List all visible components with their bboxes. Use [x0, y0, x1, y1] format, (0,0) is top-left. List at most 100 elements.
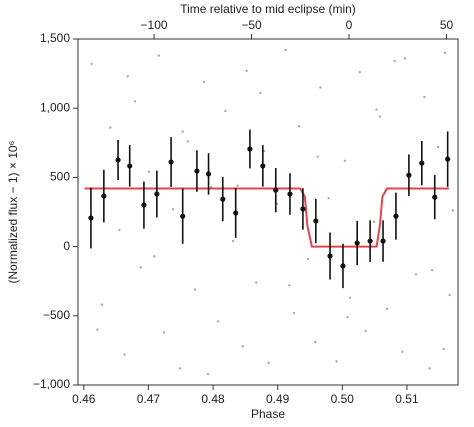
y-tick-label: 1,000: [40, 100, 70, 114]
data-point: [260, 163, 266, 169]
data-point: [445, 156, 451, 162]
background-point: [430, 268, 434, 272]
background-point: [139, 266, 142, 269]
data-point: [154, 191, 160, 197]
data-point: [205, 171, 212, 177]
y-tick-label: −1,000: [33, 377, 70, 391]
background-point: [193, 288, 197, 291]
data-point: [419, 160, 425, 166]
y-axis-label: (Normalized flux − 1) × 10⁶: [6, 140, 20, 283]
x2-tick-label: −100: [141, 18, 168, 32]
x2-tick-label: 0: [346, 18, 353, 32]
data-point: [101, 193, 107, 199]
background-point: [217, 320, 220, 323]
background-point: [126, 75, 129, 78]
background-point: [428, 367, 431, 370]
background-point: [96, 328, 99, 331]
background-point: [442, 347, 445, 351]
data-point: [247, 146, 253, 152]
y-tick-label: −500: [43, 308, 70, 322]
data-point: [180, 213, 186, 219]
data-point: [432, 194, 438, 200]
background-point: [313, 340, 317, 344]
background-point: [224, 109, 227, 113]
background-point: [316, 155, 319, 158]
background-point: [343, 159, 347, 162]
data-point: [354, 240, 360, 246]
background-point: [403, 57, 407, 60]
data-point: [367, 238, 373, 244]
x-tick-label: 0.50: [331, 392, 355, 406]
x-tick-label: 0.49: [266, 392, 290, 406]
background-point: [423, 95, 426, 99]
background-point: [100, 303, 104, 306]
data-point: [233, 210, 239, 216]
background-point: [306, 257, 310, 261]
background-point: [292, 311, 296, 315]
background-point: [118, 228, 121, 232]
background-point: [451, 209, 455, 212]
data-point: [220, 196, 226, 202]
x2-tick-label: 50: [440, 18, 454, 32]
background-point: [147, 170, 151, 174]
background-point: [206, 372, 210, 376]
background-point: [401, 350, 404, 353]
data-point: [127, 163, 133, 169]
x-tick-label: 0.46: [72, 392, 96, 406]
background-point: [245, 69, 248, 73]
x-tick-label: 0.51: [395, 392, 419, 406]
data-point: [88, 215, 94, 221]
y-tick-label: 0: [63, 239, 70, 253]
background-point: [267, 361, 270, 365]
background-point: [364, 329, 367, 333]
background-point: [123, 353, 126, 356]
y-tick-label: 500: [50, 170, 70, 184]
x-tick-label: 0.48: [201, 392, 225, 406]
background-point: [236, 184, 239, 187]
background-point: [90, 62, 93, 66]
background-point: [109, 126, 112, 129]
background-point: [153, 255, 156, 258]
x2-tick-label: −50: [241, 18, 262, 32]
background-point: [162, 331, 166, 334]
background-point: [288, 284, 291, 287]
background-point: [202, 80, 206, 84]
background-point: [255, 281, 258, 284]
background-point: [297, 124, 301, 128]
x-tick-label: 0.47: [137, 392, 161, 406]
data-point: [380, 238, 386, 244]
data-point: [313, 218, 319, 224]
background-point: [346, 315, 349, 319]
background-point: [385, 307, 389, 311]
background-point: [358, 71, 361, 74]
background-point: [231, 239, 235, 243]
background-point: [171, 208, 175, 211]
background-point: [436, 145, 440, 149]
data-point: [393, 213, 399, 219]
background-point: [443, 51, 447, 55]
data-point: [273, 187, 279, 193]
background-point: [284, 48, 287, 52]
data-point: [287, 191, 293, 197]
background-point: [378, 115, 382, 118]
background-point: [375, 108, 378, 111]
plot-frame: [77, 38, 459, 386]
background-point: [178, 367, 182, 370]
background-point: [186, 140, 190, 143]
x-axis-label: Phase: [251, 407, 285, 421]
background-point: [335, 360, 338, 363]
background-point: [414, 273, 418, 276]
data-point: [340, 263, 346, 269]
background-point: [157, 54, 160, 57]
y-tick-label: 1,500: [40, 31, 70, 45]
background-point: [181, 130, 184, 133]
data-point: [115, 157, 121, 163]
background-point: [327, 196, 330, 200]
data-point: [406, 172, 412, 178]
background-point: [348, 296, 352, 300]
background-point: [448, 293, 451, 297]
data-point: [300, 206, 306, 212]
data-point: [168, 159, 174, 165]
background-point: [259, 91, 262, 95]
